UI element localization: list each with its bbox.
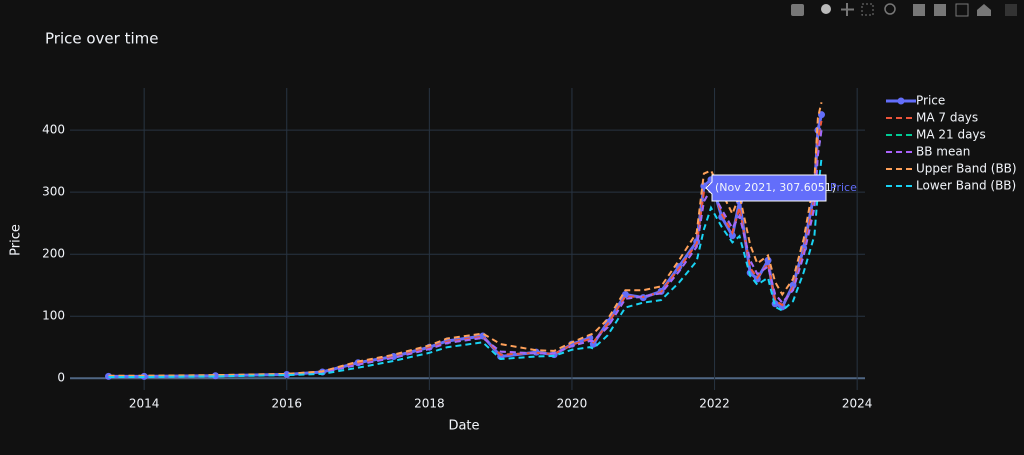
zoom-in-button[interactable]	[913, 4, 925, 16]
x-tick-label: 2016	[271, 397, 302, 411]
hover-text: (Nov 2021, 307.6051)	[715, 181, 836, 194]
zoom-out-button[interactable]	[934, 4, 946, 16]
x-tick-label: 2018	[414, 397, 445, 411]
x-tick-label: 2022	[699, 397, 730, 411]
legend-marker	[897, 97, 905, 105]
series-marker	[621, 291, 629, 299]
legend-label: Price	[916, 94, 945, 108]
zoom-button[interactable]	[821, 4, 831, 14]
series-line	[108, 130, 823, 378]
series-marker	[728, 232, 736, 240]
series-marker	[283, 370, 291, 378]
x-tick-label: 2020	[557, 397, 588, 411]
legend-label: BB mean	[916, 145, 970, 159]
legend-label: MA 21 days	[916, 128, 986, 142]
y-tick-label: 100	[42, 309, 65, 323]
legend-label: MA 7 days	[916, 111, 978, 125]
x-tick-label: 2014	[129, 397, 160, 411]
legend-label: Lower Band (BB)	[916, 179, 1016, 193]
x-tick-label: 2024	[842, 397, 873, 411]
hover-series-name: Price	[830, 181, 857, 194]
y-axis-label: Price	[9, 224, 24, 256]
hover-label: (Nov 2021, 307.6051)Price	[705, 174, 857, 202]
lasso-button[interactable]	[884, 3, 896, 15]
plot-area	[105, 102, 826, 380]
y-tick-label: 200	[42, 247, 65, 261]
plotly-logo[interactable]	[1005, 4, 1017, 16]
box-select-button[interactable]	[861, 3, 874, 16]
hover-box	[705, 174, 827, 202]
series-marker	[211, 372, 219, 380]
y-tick-label: 400	[42, 123, 65, 137]
legend: Price MA 7 days MA 21 days BB mean Upper Ban…	[886, 94, 1017, 193]
series-marker	[589, 340, 597, 348]
chart-title: Price over time	[45, 30, 158, 48]
series-line	[108, 120, 823, 378]
series-marker	[675, 263, 683, 271]
autoscale-button[interactable]	[955, 3, 969, 17]
x-axis-label: Date	[448, 419, 479, 434]
grid	[70, 88, 865, 390]
camera-button[interactable]	[791, 4, 804, 16]
pan-button[interactable]	[841, 3, 854, 16]
y-tick-label: 300	[42, 185, 65, 199]
modebar	[791, 3, 1017, 17]
legend-label: Upper Band (BB)	[916, 162, 1017, 176]
reset-button[interactable]	[977, 4, 991, 16]
y-tick-label: 0	[57, 371, 65, 385]
